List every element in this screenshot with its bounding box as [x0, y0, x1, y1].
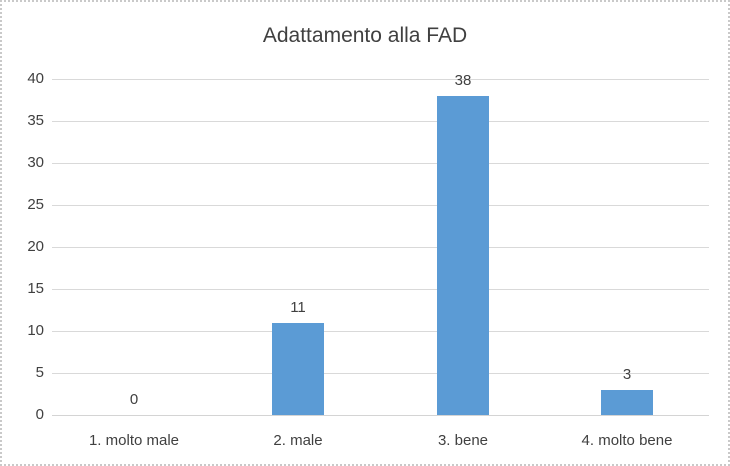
gridline	[52, 120, 709, 122]
x-axis-line	[52, 414, 709, 416]
bar-value-label: 11	[290, 299, 306, 316]
bar	[272, 323, 324, 415]
y-tick-label: 10	[27, 322, 44, 339]
y-tick-label: 35	[27, 112, 44, 129]
gridline	[52, 288, 709, 290]
x-category-label: 4. molto bene	[581, 432, 673, 449]
x-category-label: 2. male	[273, 432, 323, 449]
y-tick-label: 40	[27, 70, 44, 87]
x-category-label: 1. molto male	[88, 432, 180, 449]
gridline	[52, 246, 709, 248]
y-tick-label: 25	[27, 196, 44, 213]
bar-value-label: 3	[622, 366, 632, 383]
gridline	[52, 372, 709, 374]
y-tick-label: 20	[27, 238, 44, 255]
bar	[437, 96, 489, 415]
gridline	[52, 162, 709, 164]
gridline	[52, 330, 709, 332]
chart-title: Adattamento alla FAD	[262, 24, 468, 47]
gridline	[52, 204, 709, 206]
y-tick-label: 15	[27, 280, 44, 297]
y-tick-label: 5	[35, 364, 44, 381]
bar-value-label: 0	[129, 391, 139, 408]
gridline	[52, 78, 709, 80]
bar-value-label: 38	[454, 72, 472, 89]
x-category-label: 3. bene	[437, 432, 489, 449]
y-tick-label: 0	[35, 406, 44, 423]
bar	[601, 390, 653, 415]
y-tick-label: 30	[27, 154, 44, 171]
